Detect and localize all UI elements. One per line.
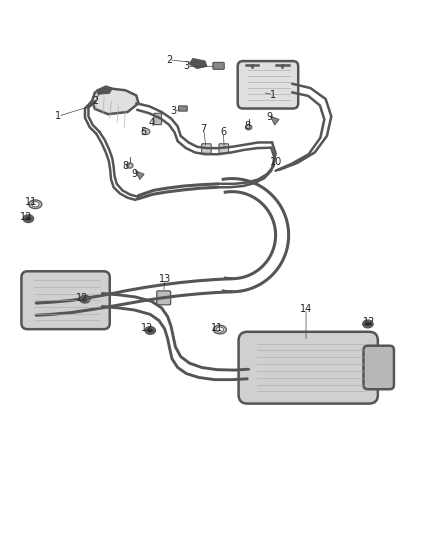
Ellipse shape [363, 320, 373, 328]
Ellipse shape [29, 200, 42, 208]
Ellipse shape [127, 163, 133, 168]
FancyBboxPatch shape [154, 114, 162, 125]
Ellipse shape [32, 201, 39, 207]
Text: 9: 9 [266, 112, 272, 122]
Text: 4: 4 [148, 118, 155, 128]
Text: 12: 12 [76, 293, 88, 303]
Text: 2: 2 [166, 55, 172, 65]
FancyBboxPatch shape [238, 61, 298, 109]
Text: 11: 11 [25, 197, 37, 207]
Ellipse shape [145, 327, 155, 334]
Text: 13: 13 [159, 273, 171, 284]
Ellipse shape [147, 328, 153, 333]
FancyBboxPatch shape [239, 332, 378, 403]
Ellipse shape [80, 295, 90, 303]
Ellipse shape [245, 125, 252, 130]
Text: 3: 3 [183, 61, 189, 71]
Polygon shape [96, 86, 113, 94]
Ellipse shape [216, 327, 223, 332]
Polygon shape [270, 116, 279, 125]
Text: 1: 1 [55, 111, 61, 122]
Text: 10: 10 [269, 157, 282, 167]
Text: 8: 8 [244, 122, 251, 131]
Ellipse shape [142, 128, 150, 135]
Ellipse shape [25, 216, 32, 221]
Text: 14: 14 [300, 304, 312, 314]
Ellipse shape [23, 215, 34, 223]
FancyBboxPatch shape [201, 144, 211, 154]
Text: 8: 8 [122, 161, 128, 172]
FancyBboxPatch shape [179, 106, 187, 111]
FancyBboxPatch shape [157, 291, 171, 305]
Text: 1: 1 [270, 90, 276, 100]
Text: 11: 11 [211, 324, 223, 333]
Ellipse shape [213, 325, 226, 334]
Text: 9: 9 [131, 169, 137, 179]
Text: 6: 6 [220, 126, 226, 136]
Ellipse shape [82, 297, 88, 301]
FancyBboxPatch shape [364, 346, 394, 389]
Polygon shape [135, 171, 144, 180]
Text: 3: 3 [170, 106, 177, 116]
FancyBboxPatch shape [21, 271, 110, 329]
Polygon shape [92, 88, 138, 114]
Text: 12: 12 [21, 212, 33, 222]
Ellipse shape [365, 322, 371, 326]
Text: 12: 12 [141, 324, 153, 333]
FancyBboxPatch shape [213, 62, 224, 69]
FancyBboxPatch shape [219, 144, 229, 154]
Text: 5: 5 [140, 127, 146, 138]
Text: 7: 7 [201, 124, 207, 134]
Polygon shape [189, 59, 207, 68]
Text: 12: 12 [363, 317, 375, 327]
Text: 2: 2 [92, 96, 98, 106]
